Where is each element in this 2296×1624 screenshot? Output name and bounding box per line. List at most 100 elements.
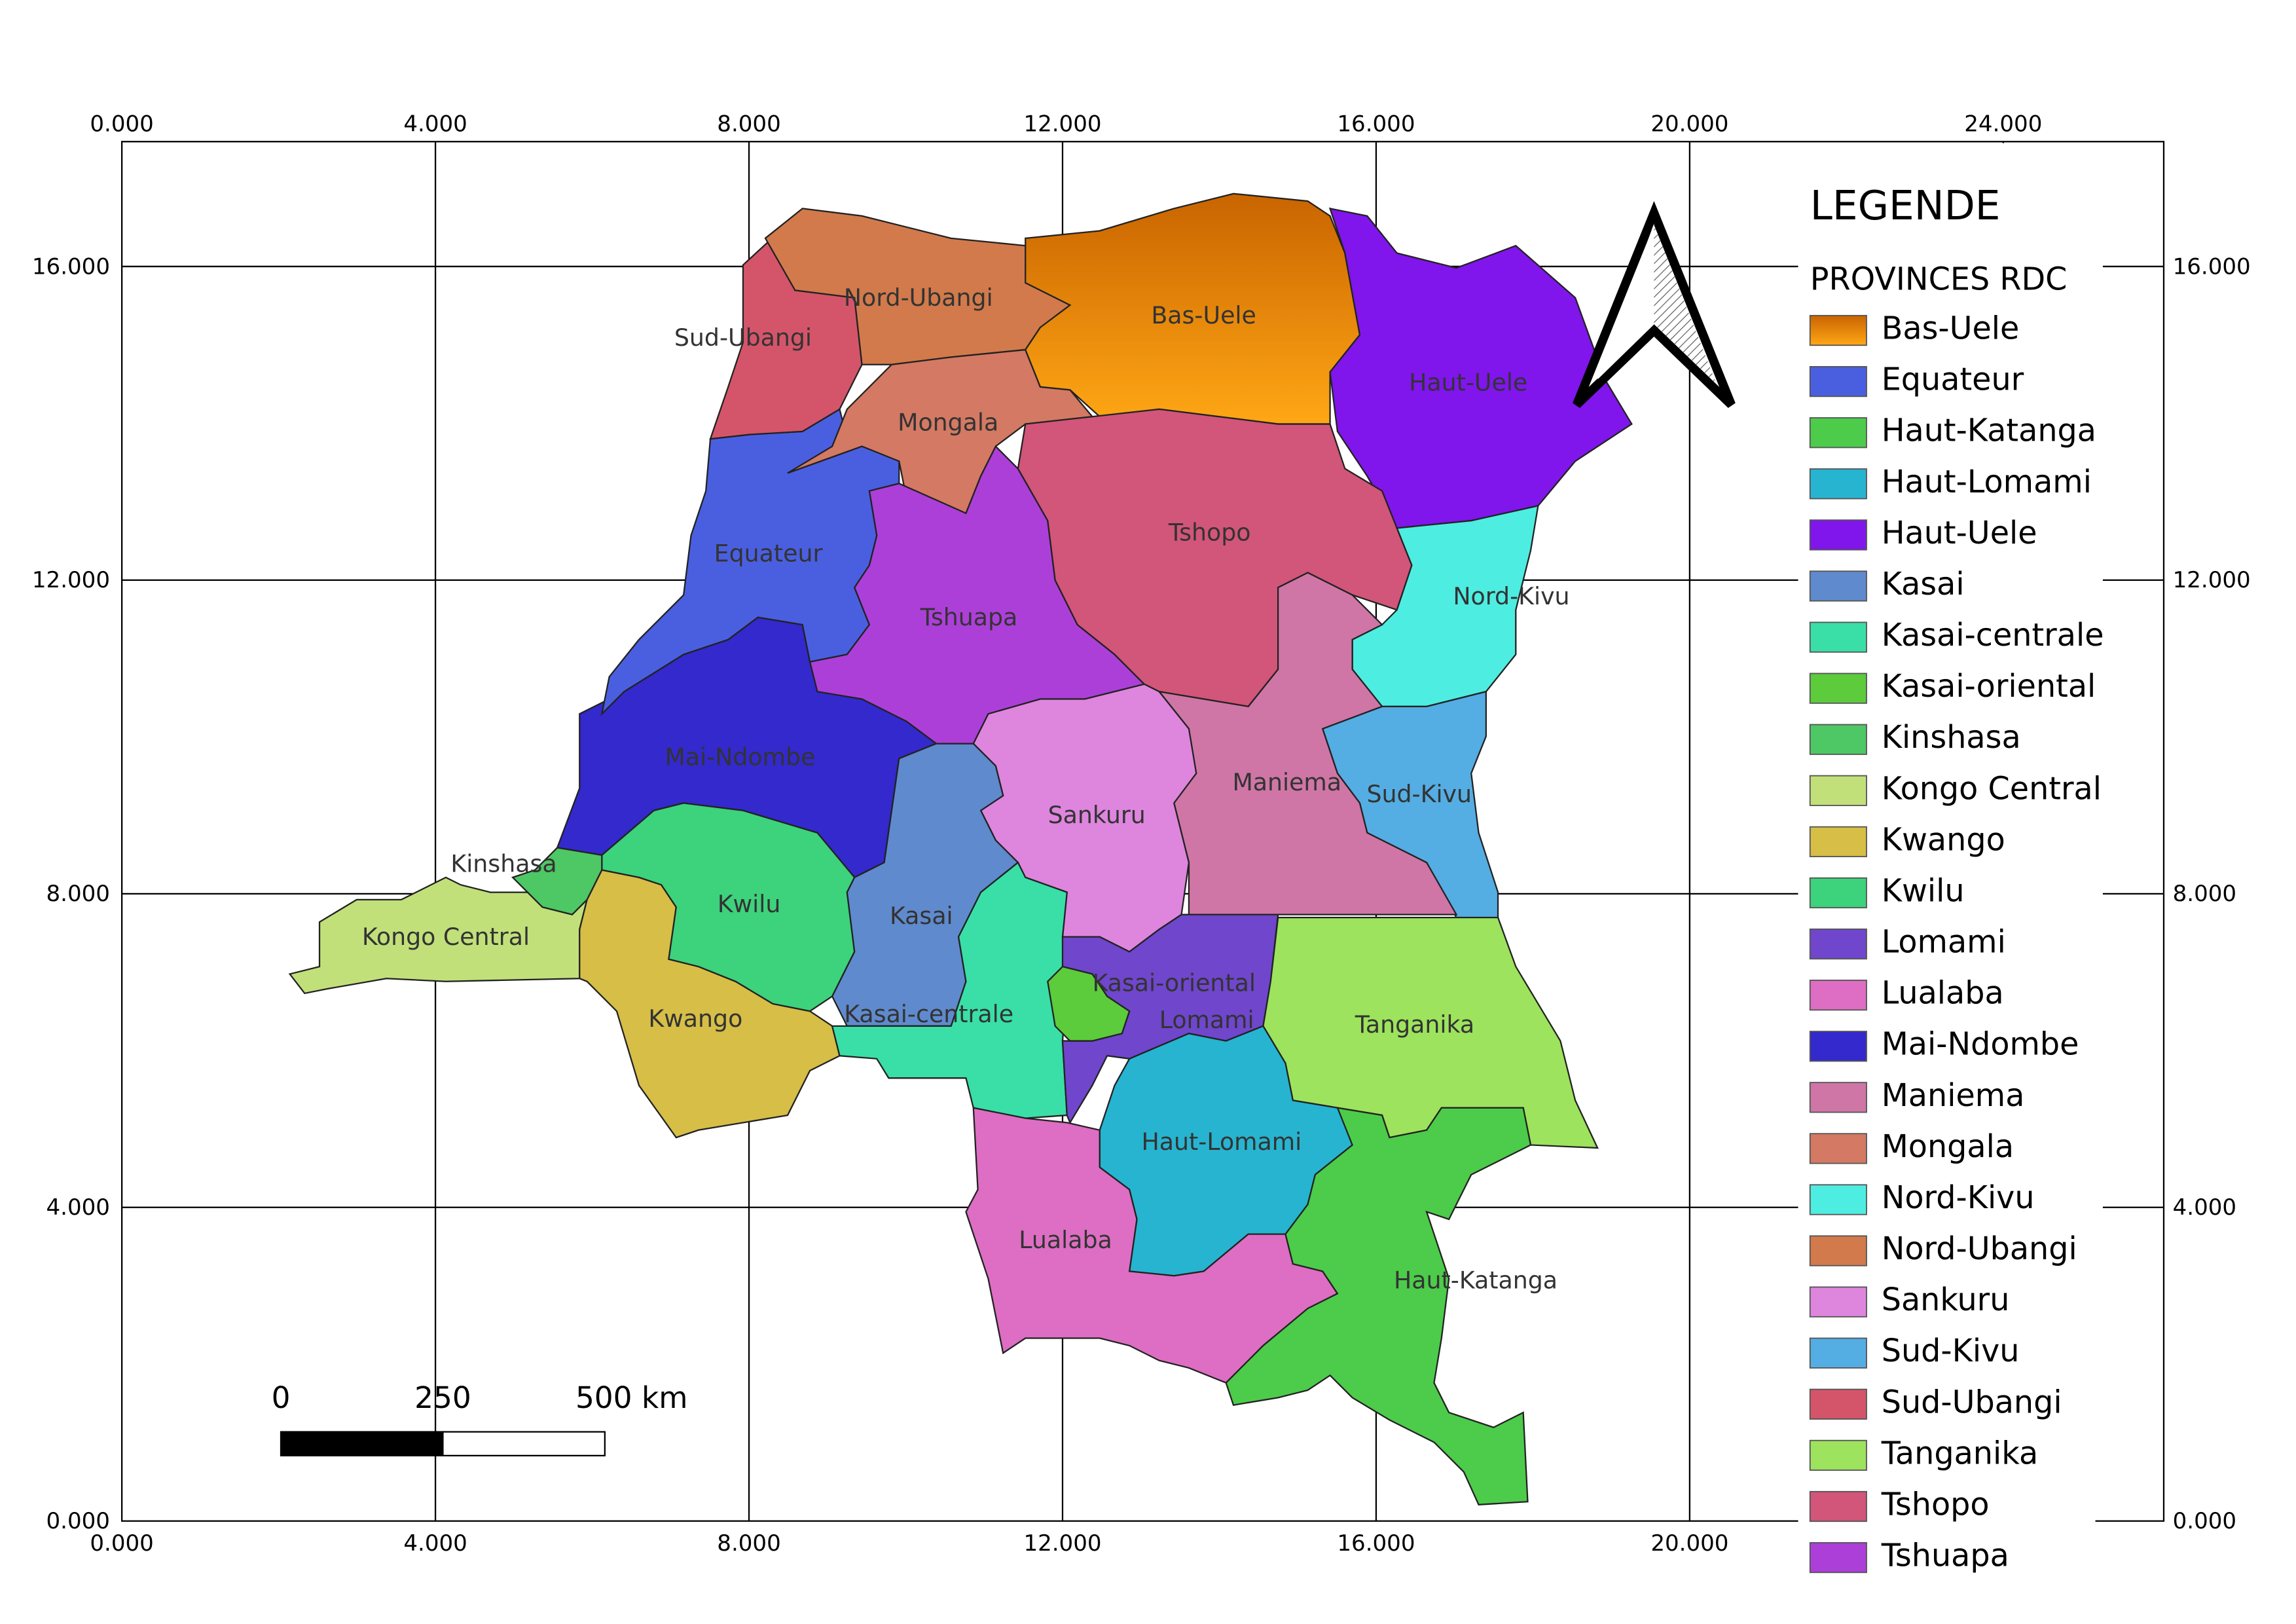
grid-label-right: 16.000 <box>2173 253 2251 280</box>
scale-bar: 0 250 500 km <box>272 1380 687 1457</box>
legend-swatch <box>1809 519 1867 551</box>
province-label: Nord-Ubangi <box>844 284 993 312</box>
north-arrow <box>1573 201 1736 408</box>
legend-entry: Haut-Katanga <box>1882 413 2096 449</box>
legend-entry: Sud-Ubangi <box>1882 1384 2062 1420</box>
legend-swatch <box>1809 877 1867 909</box>
legend-swatch <box>1809 570 1867 602</box>
legend-entry: Haut-Uele <box>1882 515 2037 551</box>
province-label: Haut-Uele <box>1409 368 1527 396</box>
province-label: Lualaba <box>1019 1226 1112 1254</box>
legend-swatch <box>1809 826 1867 858</box>
legend-entry: Nord-Ubangi <box>1882 1231 2077 1267</box>
legend-swatch <box>1809 1337 1867 1369</box>
grid-label-right: 8.000 <box>2173 881 2236 907</box>
grid-label-left: 0.000 <box>46 1508 110 1534</box>
legend-swatch <box>1809 775 1867 806</box>
grid-label-left: 16.000 <box>32 253 110 280</box>
legend-entry: Tshopo <box>1881 1486 1990 1522</box>
province-labels: Bas-Uele Equateur Haut-Katanga Haut-Lomami H… <box>362 284 1570 1294</box>
legend-entry: Tanganika <box>1881 1435 2039 1471</box>
grid-label-right: 0.000 <box>2173 1508 2236 1534</box>
grid-label-bottom: 20.000 <box>1650 1530 1728 1557</box>
province-label: Sud-Kivu <box>1366 780 1472 808</box>
legend-swatch <box>1809 1235 1867 1266</box>
grid-label-bottom: 12.000 <box>1023 1530 1101 1557</box>
legend-entry: Equateur <box>1882 362 2024 398</box>
legend-entry: Mai-Ndombe <box>1882 1027 2079 1063</box>
legend-swatch <box>1809 673 1867 704</box>
province-label: Haut-Katanga <box>1394 1266 1558 1294</box>
province-label: Kasai-oriental <box>1092 969 1256 997</box>
province-label: Lomami <box>1159 1006 1254 1034</box>
grid-label-right: 12.000 <box>2173 567 2251 593</box>
province-label: Kasai <box>890 902 953 930</box>
legend-swatch <box>1809 366 1867 397</box>
province-label: Sankuru <box>1048 801 1146 829</box>
legend-entry: Kongo Central <box>1882 771 2102 807</box>
grid-label-top: 12.000 <box>1023 111 1101 137</box>
legend-swatch <box>1809 1490 1867 1522</box>
provinces <box>288 193 1633 1505</box>
province-label: Haut-Lomami <box>1142 1128 1302 1156</box>
province-label: Tshopo <box>1168 519 1251 547</box>
legend-swatch <box>1809 468 1867 500</box>
legend-swatch <box>1809 417 1867 449</box>
province-label: Kasai-centrale <box>844 1000 1013 1028</box>
province-label: Sud-Ubangi <box>674 323 812 352</box>
legend-entry: Sankuru <box>1882 1282 2010 1318</box>
grid-label-bottom: 4.000 <box>403 1530 467 1557</box>
province <box>511 847 603 915</box>
legend-entry: Kinshasa <box>1882 720 2021 756</box>
legend-entry: Kasai <box>1882 566 1965 602</box>
legend-swatch <box>1809 1082 1867 1113</box>
grid-label-bottom: 16.000 <box>1337 1530 1415 1557</box>
province-label: Tshuapa <box>920 603 1018 631</box>
province-label: Mai-Ndombe <box>665 743 815 771</box>
legend-title: LEGENDE <box>1810 183 2001 229</box>
legend-entry: Nord-Kivu <box>1882 1180 2035 1216</box>
legend-swatch <box>1809 1541 1867 1574</box>
legend-entry: Kasai-oriental <box>1882 669 2096 705</box>
legend-layer-title: PROVINCES RDC <box>1810 262 2068 298</box>
grid-label-top: 16.000 <box>1337 111 1415 137</box>
legend-swatch <box>1809 724 1867 755</box>
legend-entry: Maniema <box>1882 1078 2025 1114</box>
province-label: Maniema <box>1232 768 1341 796</box>
province-label: Kongo Central <box>362 923 530 951</box>
grid-label-top: 4.000 <box>403 111 467 137</box>
scale-label: 250 <box>414 1380 471 1415</box>
legend-entry: Tshuapa <box>1881 1538 2009 1574</box>
legend-swatch <box>1809 1286 1867 1318</box>
province-label: Kinshasa <box>450 850 556 878</box>
grid-label-left: 8.000 <box>46 881 110 907</box>
province <box>1328 207 1633 529</box>
legend-entry: Lomami <box>1882 925 2006 961</box>
legend-swatch <box>1809 1031 1867 1062</box>
legend-swatch <box>1809 314 1867 346</box>
legend-swatch <box>1809 621 1867 653</box>
province-label: Nord-Kivu <box>1453 582 1569 610</box>
legend-entry: Kwango <box>1882 822 2005 858</box>
legend-swatch <box>1809 1439 1867 1471</box>
grid-label-left: 4.000 <box>46 1194 110 1221</box>
grid-label-top: 24.000 <box>1964 111 2042 137</box>
grid-label-top: 0.000 <box>90 111 153 137</box>
grid-label-bottom: 8.000 <box>717 1530 780 1557</box>
legend-entry: Mongala <box>1882 1129 2014 1165</box>
province-label: Kwango <box>648 1005 742 1033</box>
legend-entry: Haut-Lomami <box>1882 464 2092 500</box>
province-label: Mongala <box>898 409 998 437</box>
legend-swatch <box>1809 1388 1867 1420</box>
legend-entry: Bas-Uele <box>1882 311 2020 347</box>
legend-swatch <box>1809 980 1867 1011</box>
province <box>1047 965 1131 1042</box>
legend-swatch <box>1809 1133 1867 1164</box>
legend-swatch <box>1809 1184 1867 1215</box>
grid-label-right: 4.000 <box>2173 1194 2236 1221</box>
province-label: Bas-Uele <box>1151 301 1256 329</box>
legend-entry: Sud-Kivu <box>1882 1333 2020 1369</box>
legend-entry: Lualaba <box>1882 976 2004 1012</box>
